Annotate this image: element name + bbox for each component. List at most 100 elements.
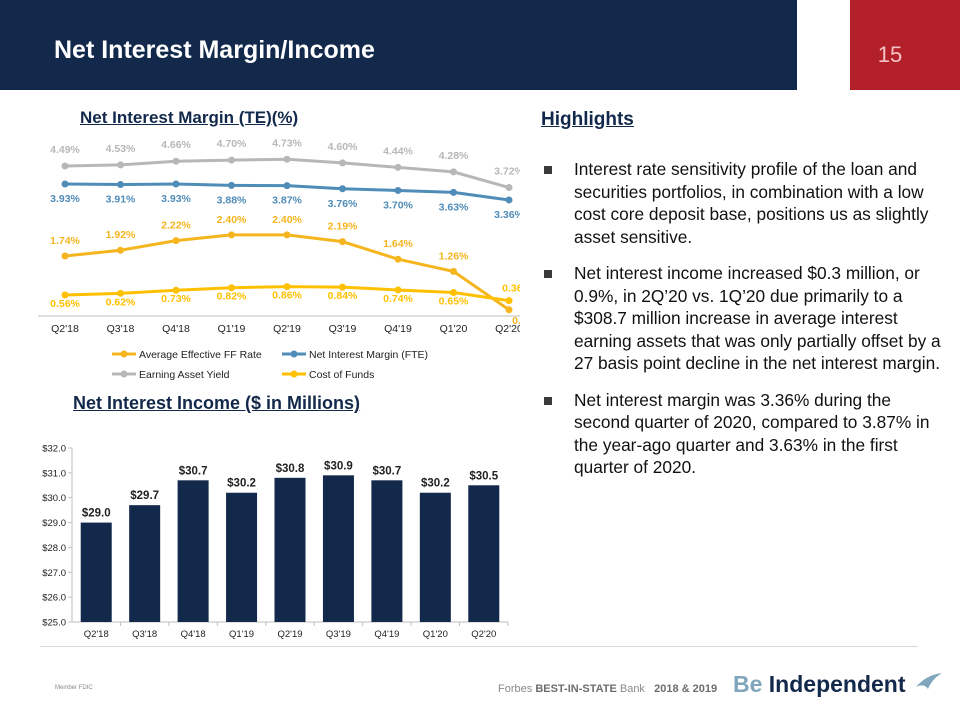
data-label: 0.62% [106, 296, 136, 308]
data-point [394, 186, 402, 194]
x-tick-label: Q2'20 [495, 323, 520, 335]
legend-marker [290, 350, 298, 358]
data-label: 0.84% [328, 290, 358, 302]
data-label: 1.64% [383, 238, 413, 250]
header-accent-red [850, 0, 960, 90]
data-point [394, 163, 402, 171]
data-point [505, 306, 513, 314]
data-label: 0.56% [50, 298, 80, 310]
forbes-prefix: Forbes [498, 683, 533, 695]
data-label: 1.26% [439, 250, 469, 262]
data-point [228, 231, 235, 239]
data-point [61, 180, 69, 188]
x-tick-label: Q1'20 [440, 323, 468, 335]
bar [371, 480, 403, 622]
y-tick-label: $32.0 [42, 444, 66, 455]
legend-marker [290, 370, 298, 378]
nim-line-chart: 4.49% 4.53% 4.66% 4.70% 4.73% 4.60% 4.44% 4.28%… [38, 137, 520, 381]
page-number: 15 [877, 42, 903, 67]
bar [129, 505, 161, 622]
bar [226, 492, 258, 622]
x-tick-label: Q3'18 [107, 323, 135, 335]
nii-bar-chart: $25.0 $26.0 $27.0 $28.0 $29.0 $30.0 $31.0 $32.0… [42, 444, 509, 640]
data-label: 3.36% [494, 209, 520, 221]
highlight-item: Net interest margin was 3.36% during the… [541, 389, 941, 479]
data-label: 3.88% [217, 194, 247, 206]
nii-chart-title: Net Interest Income ($ in Millions) [73, 393, 361, 413]
data-label: 4.73% [272, 137, 302, 149]
data-label: 0.86% [272, 290, 302, 302]
data-label: 4.28% [439, 150, 469, 162]
bar [322, 475, 354, 622]
forbes-award-name: BEST-IN-STATE [535, 683, 617, 695]
data-label: 4.60% [328, 141, 358, 153]
data-label: 3.87% [272, 195, 302, 207]
data-label: 1.74% [50, 235, 80, 247]
brand-be: Be [733, 671, 763, 697]
data-point [339, 238, 346, 246]
data-point [505, 196, 513, 204]
data-point [172, 286, 180, 294]
data-point [283, 155, 291, 163]
bar-value-label: $30.2 [227, 478, 256, 490]
bar [468, 485, 500, 622]
data-point [117, 246, 124, 254]
data-point [283, 182, 291, 190]
y-tick-label: $29.0 [42, 518, 66, 529]
y-tick-label: $31.0 [42, 468, 66, 479]
forbes-suffix: Bank [619, 683, 645, 695]
y-tick-label: $26.0 [42, 593, 66, 604]
data-label: 0.65% [439, 295, 469, 307]
data-point [505, 297, 513, 305]
data-label: 1.92% [106, 229, 136, 241]
header-bar: Net Interest Margin/Income 15 [0, 0, 960, 90]
y-tick-label: $28.0 [42, 543, 66, 554]
highlight-item: Interest rate sensitivity profile of the… [541, 158, 941, 248]
brand-logo: Be Independent [733, 671, 944, 698]
bar-value-label: $30.2 [421, 478, 450, 490]
legend-label: Average Effective FF Rate [139, 349, 262, 361]
data-point [394, 255, 402, 263]
legend-marker [120, 370, 128, 378]
data-label: 0.73% [161, 293, 191, 305]
data-point [339, 283, 346, 291]
data-point [117, 181, 124, 189]
data-label: 2.22% [161, 220, 191, 232]
data-label: 3.72% [494, 166, 520, 178]
y-tick-label: $30.0 [42, 493, 66, 504]
bar [177, 480, 209, 622]
bar-value-label: $29.0 [82, 508, 111, 520]
highlight-text: Interest rate sensitivity profile of the… [574, 159, 929, 247]
data-label: 0.82% [217, 291, 247, 303]
data-point [283, 231, 291, 239]
data-point [172, 180, 180, 188]
header-accent-white [797, 0, 850, 90]
bar [419, 492, 451, 622]
x-tick-label: Q4'18 [181, 629, 206, 640]
data-label: 4.66% [161, 139, 191, 151]
y-tick-label: $25.0 [42, 618, 66, 629]
bar-value-label: $30.8 [276, 463, 305, 475]
data-point [450, 288, 457, 296]
bird-icon [915, 673, 942, 689]
highlights-list: Interest rate sensitivity profile of the… [541, 158, 941, 493]
bar [274, 477, 306, 622]
data-point [450, 168, 457, 176]
legend-marker [120, 350, 128, 358]
data-label: 2.19% [328, 221, 358, 233]
data-point [339, 185, 346, 193]
legend-label: Earning Asset Yield [139, 369, 230, 381]
page-title: Net Interest Margin/Income [54, 36, 375, 64]
legend-label: Cost of Funds [309, 369, 374, 381]
bullet-square-icon [544, 166, 552, 174]
bar-value-label: $30.7 [179, 465, 208, 477]
x-tick-label: Q4'19 [384, 323, 412, 335]
x-tick-label: Q3'19 [329, 323, 357, 335]
fdic-logo: Member FDIC [55, 685, 93, 691]
forbes-years: 2018 & 2019 [654, 683, 718, 695]
brand-independent: Independent [768, 671, 906, 697]
data-point [283, 283, 291, 291]
x-tick-label: Q1'19 [218, 323, 246, 335]
data-label: 3.76% [328, 198, 358, 210]
bar-value-label: $30.9 [324, 460, 353, 472]
